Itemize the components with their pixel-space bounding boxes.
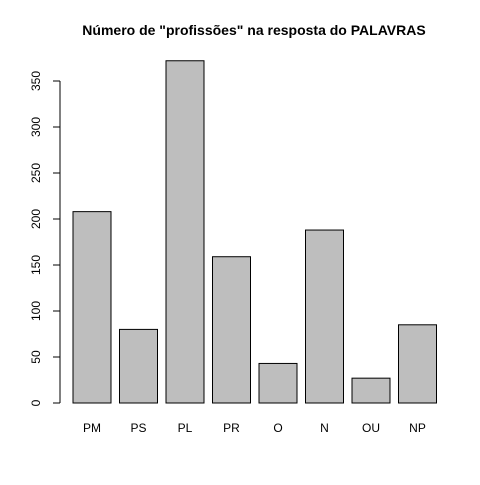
chart-title: Número de "profissões" na resposta do PA…	[82, 22, 425, 38]
y-axis: 0 50 100 150 200 250 300 350	[29, 71, 61, 406]
y-tick-label-250: 250	[29, 163, 43, 183]
y-tick-label-300: 300	[29, 117, 43, 137]
x-tick-label-ps: PS	[130, 421, 146, 435]
bar-pl	[165, 60, 205, 404]
bar-pr	[212, 256, 251, 404]
y-tick-label-100: 100	[29, 301, 43, 321]
x-tick-label-np: NP	[409, 421, 426, 435]
bar-pm	[72, 211, 112, 404]
bar-np	[398, 324, 437, 404]
bar-ou	[351, 377, 391, 404]
x-tick-label-ou: OU	[362, 421, 380, 435]
x-tick-label-pm: PM	[83, 421, 101, 435]
x-tick-label-o: O	[273, 421, 282, 435]
y-tick-label-200: 200	[29, 209, 43, 229]
bars-group	[72, 60, 437, 404]
y-tick-label-350: 350	[29, 71, 43, 91]
bar-o	[258, 362, 298, 404]
x-tick-label-pr: PR	[223, 421, 240, 435]
y-tick-label-50: 50	[29, 350, 43, 364]
bar-ps	[119, 328, 158, 404]
bar-n	[305, 229, 344, 404]
y-tick-label-150: 150	[29, 255, 43, 275]
y-tick-label-0: 0	[29, 399, 43, 406]
x-tick-label-pl: PL	[178, 421, 193, 435]
x-axis-labels: PM PS PL PR O N OU NP	[83, 421, 426, 435]
x-tick-label-n: N	[320, 421, 329, 435]
